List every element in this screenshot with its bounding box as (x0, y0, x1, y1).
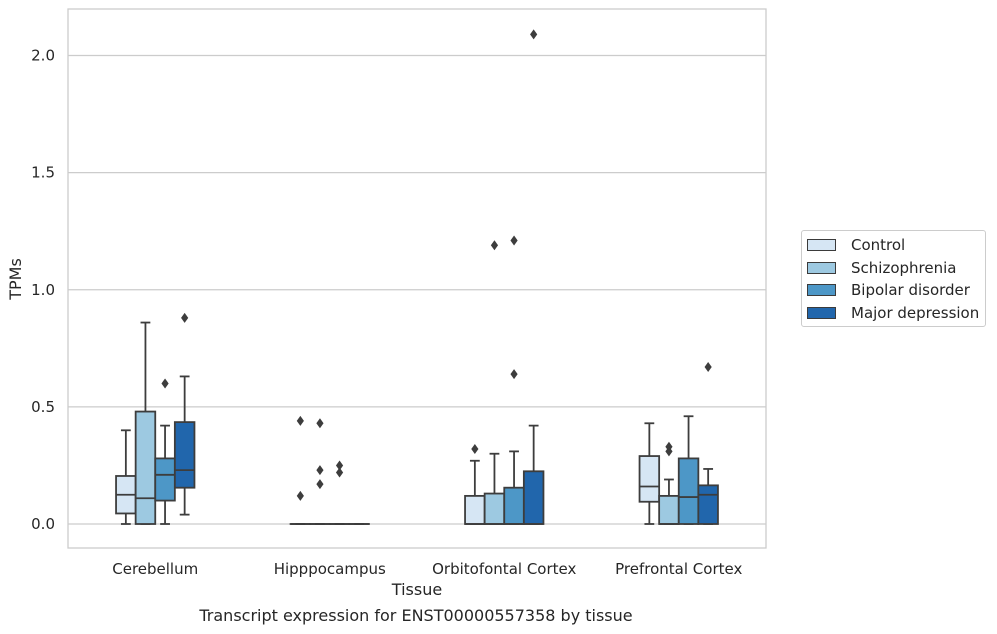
legend-swatch (807, 239, 836, 252)
box (328, 460, 351, 525)
box (503, 235, 525, 525)
box (522, 29, 545, 525)
box (154, 378, 176, 525)
series-bipolar-disorder (154, 235, 700, 525)
chart-caption: Transcript expression for ENST0000055735… (199, 606, 633, 625)
legend-swatch (807, 284, 836, 297)
x-tick-label: Orbitofontal Cortex (432, 560, 576, 578)
box-iqr (483, 492, 506, 525)
legend-item: Major depression (807, 302, 979, 325)
box (134, 321, 157, 525)
box-iqr (173, 421, 196, 489)
y-tick-label: 1.0 (31, 281, 55, 299)
x-axis-label: Tissue (391, 580, 442, 599)
outlier-point (530, 29, 538, 40)
box (638, 422, 661, 525)
outlier-point (296, 415, 304, 426)
legend-swatch (807, 306, 836, 319)
box-iqr (677, 457, 700, 525)
y-tick-label: 0.0 (31, 515, 55, 533)
outlier-point (335, 460, 344, 471)
x-tick-labels: Cerebellum Hipppocampus Orbitofontal Corte… (112, 560, 742, 578)
y-axis-label: TPMs (6, 258, 25, 301)
box-iqr (658, 494, 680, 525)
box-iqr (464, 494, 486, 525)
box-iqr (522, 470, 545, 525)
outlier-point (490, 240, 499, 251)
box (289, 415, 312, 525)
series-major-depression (173, 29, 719, 525)
legend-label: Major depression (851, 303, 980, 322)
legend-label: Control (851, 236, 906, 255)
legend-item: Control (807, 234, 979, 257)
x-tick-label: Hipppocampus (274, 560, 386, 578)
outlier-point (510, 235, 518, 246)
box (173, 312, 196, 516)
outlier-point (316, 465, 324, 476)
box (115, 429, 137, 525)
box (464, 444, 486, 525)
y-tick-label: 1.5 (31, 164, 55, 182)
box-iqr (697, 484, 719, 525)
box-iqr (503, 486, 525, 525)
outlier-point (510, 369, 518, 380)
legend-item: Bipolar disorder (807, 279, 979, 302)
box-plot-series (115, 29, 719, 525)
outlier-point (316, 479, 324, 490)
outlier-point (471, 444, 479, 455)
box (658, 441, 680, 525)
box (697, 362, 719, 525)
y-tick-label: 0.5 (31, 398, 55, 416)
series-control (115, 415, 661, 525)
legend-swatch (807, 261, 836, 274)
plot-area-frame (67, 8, 767, 549)
box-iqr (638, 455, 661, 503)
box-iqr (154, 457, 176, 502)
legend: Control Schizophrenia Bipolar disorder Majo… (801, 230, 987, 327)
y-tick-labels: 0.0 0.5 1.0 1.5 2.0 (31, 47, 55, 534)
outlier-point (181, 312, 189, 323)
outlier-point (316, 418, 324, 429)
outlier-point (665, 446, 673, 457)
outlier-point (335, 467, 344, 478)
x-tick-label: Cerebellum (112, 560, 198, 578)
series-schizophrenia (134, 240, 680, 525)
x-tick-label: Prefrontal Cortex (615, 560, 742, 578)
box (677, 415, 700, 525)
outlier-point (296, 490, 304, 501)
legend-item: Schizophrenia (807, 257, 979, 280)
legend-label: Bipolar disorder (851, 281, 970, 300)
outlier-point (704, 362, 712, 373)
box (309, 418, 331, 525)
box-iqr (134, 410, 157, 525)
box (483, 240, 506, 525)
outlier-point (161, 378, 169, 389)
y-tick-label: 2.0 (31, 47, 55, 65)
legend-label: Schizophrenia (851, 258, 957, 277)
gridlines (68, 54, 766, 525)
